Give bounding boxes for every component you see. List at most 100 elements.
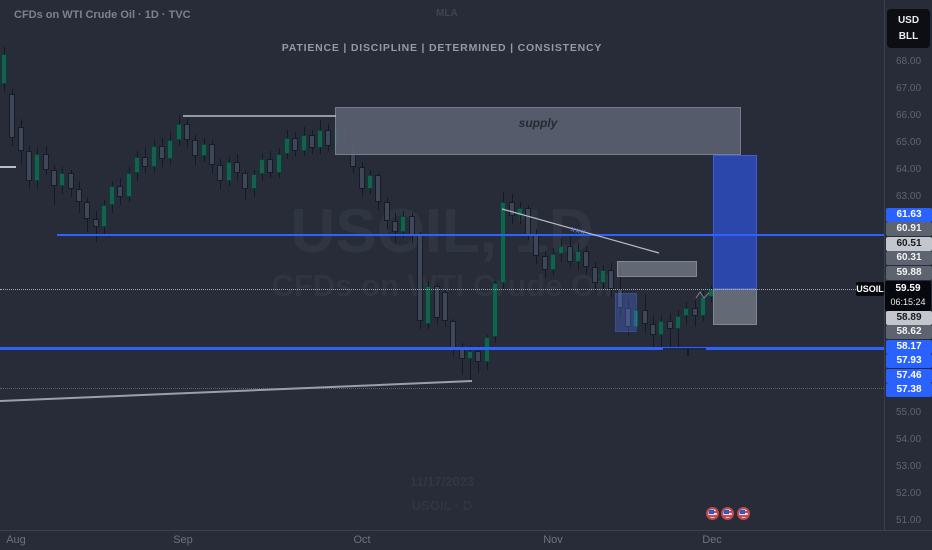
- candle-wick: [670, 313, 671, 349]
- candle: [658, 321, 664, 335]
- candle: [442, 291, 448, 322]
- candle: [359, 167, 365, 189]
- chart-pane[interactable]: USOIL, 1D CFDs on WTI Crude Oil 11/17/20…: [0, 0, 884, 530]
- candle: [276, 153, 282, 173]
- candle: [592, 267, 598, 284]
- candle: [692, 307, 698, 316]
- candle: [167, 140, 173, 160]
- price-tick-label: 63.00: [895, 191, 922, 202]
- month-label: Aug: [6, 534, 26, 546]
- candle: [301, 134, 307, 152]
- candle: [209, 144, 215, 165]
- price-level-badge: 60.31: [886, 251, 932, 265]
- candle: [226, 161, 232, 181]
- candle: [242, 172, 248, 189]
- descending-trendline[interactable]: [501, 208, 660, 254]
- price-tick-label: 55.00: [895, 407, 922, 418]
- zigzag-mark[interactable]: [695, 291, 710, 299]
- candle: [284, 137, 290, 154]
- level-6163[interactable]: [57, 234, 884, 236]
- candle: [600, 269, 606, 284]
- candle: [192, 140, 198, 157]
- candle: [176, 124, 182, 141]
- price-tick-label: 68.00: [895, 56, 922, 67]
- candle: [109, 186, 115, 206]
- candle: [375, 175, 381, 203]
- price-tick-label: 52.00: [895, 488, 922, 499]
- month-label: Sep: [173, 534, 193, 546]
- candle: [642, 310, 648, 324]
- candle: [259, 159, 265, 175]
- us-flag-event-icon[interactable]: [721, 507, 734, 520]
- candle: [68, 172, 74, 189]
- long-position-stop-zone[interactable]: [713, 289, 757, 325]
- candle: [18, 126, 24, 152]
- candle: [550, 253, 556, 270]
- current-price-line[interactable]: [0, 289, 884, 290]
- price-level-badge: 57.93: [886, 354, 932, 368]
- month-label: Oct: [353, 534, 371, 546]
- price-tick-label: 66.00: [895, 110, 922, 121]
- minor-supply-zone[interactable]: [617, 260, 697, 278]
- level-5746[interactable]: [0, 347, 884, 349]
- candle: [367, 175, 373, 189]
- us-flag-event-icon[interactable]: [737, 507, 750, 520]
- price-axis[interactable]: 68.00 67.00 66.00 65.00 64.00 63.00 55.00 54.00…: [884, 0, 932, 530]
- candle: [542, 256, 548, 270]
- candle: [142, 156, 148, 168]
- date-watermark: 11/17/2023: [409, 474, 475, 489]
- candle: [159, 145, 165, 160]
- price-tick-label: 53.00: [895, 461, 922, 472]
- candle: [434, 286, 440, 319]
- candle: [667, 321, 673, 330]
- candle: [633, 310, 639, 327]
- long-position-profit-zone[interactable]: [713, 154, 757, 290]
- candle: [309, 134, 315, 149]
- candle: [151, 145, 157, 168]
- range-bracket-mark[interactable]: [663, 348, 706, 356]
- candle: [292, 137, 298, 152]
- candle: [217, 164, 223, 181]
- drawings-overlay: [0, 115, 710, 402]
- unit-selector: USD BLL: [887, 9, 930, 48]
- price-level-badge: 60.51: [886, 237, 932, 251]
- us-flag-event-icon[interactable]: [706, 507, 719, 520]
- candle: [509, 202, 515, 216]
- candle: [558, 245, 564, 254]
- candle-wick: [678, 310, 679, 350]
- candle: [93, 218, 99, 227]
- candle: [492, 283, 498, 338]
- price-level-badge: 57.38: [886, 383, 932, 397]
- candle: [517, 207, 523, 216]
- candle: [134, 156, 140, 173]
- ascending-trendline[interactable]: [0, 380, 473, 402]
- time-axis[interactable]: Aug Sep Oct Nov Dec: [0, 530, 932, 550]
- demand-zone[interactable]: [615, 293, 637, 332]
- candle: [234, 161, 240, 173]
- month-label: Dec: [702, 534, 722, 546]
- candle: [608, 269, 614, 289]
- currency-button[interactable]: USD: [897, 14, 920, 26]
- candle: [9, 94, 15, 138]
- price-tick-label: 65.00: [895, 137, 922, 148]
- unit-button[interactable]: BLL: [898, 31, 919, 43]
- candle: [384, 202, 390, 222]
- price-level-badge: 59.88: [886, 266, 932, 280]
- price-tick-label: 67.00: [895, 83, 922, 94]
- candle: [567, 245, 573, 262]
- candle: [267, 159, 273, 173]
- candle: [117, 186, 123, 197]
- candle: [51, 170, 57, 187]
- candle: [317, 129, 323, 149]
- candle-wick: [462, 342, 463, 376]
- level-5738[interactable]: [0, 349, 884, 350]
- candle: [500, 202, 506, 284]
- chart-legend-title[interactable]: CFDs on WTI Crude Oil · 1D · TVC: [14, 9, 191, 21]
- candle: [475, 350, 481, 362]
- candle: [59, 172, 65, 187]
- bar-countdown: 06:15:24: [890, 297, 926, 307]
- lower-dotted-line[interactable]: [0, 388, 884, 389]
- candle: [126, 172, 132, 197]
- month-label: Nov: [543, 534, 563, 546]
- supply-zone[interactable]: supply: [335, 107, 741, 155]
